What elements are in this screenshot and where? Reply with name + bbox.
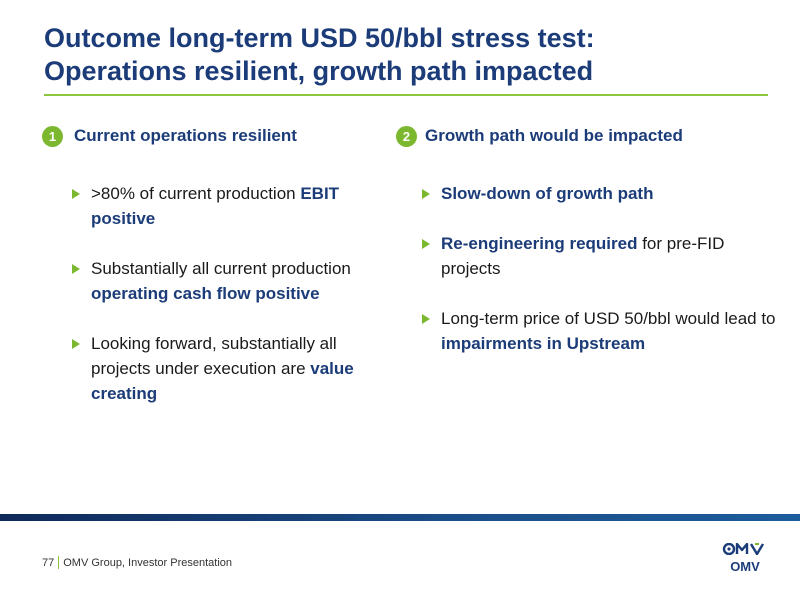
slide-title-line-1: Outcome long-term USD 50/bbl stress test… bbox=[44, 23, 595, 53]
title-divider bbox=[44, 94, 768, 96]
left-bullet-1: >80% of current production EBIT positive bbox=[72, 181, 372, 231]
footer-separator bbox=[58, 556, 60, 569]
left-column-heading: Current operations resilient bbox=[74, 126, 297, 145]
left-column: 1 Current operations resilient >80% of c… bbox=[42, 124, 372, 403]
slide-title-line-2: Operations resilient, growth path impact… bbox=[44, 56, 594, 86]
page-number: 77 bbox=[42, 556, 55, 569]
footer-label: OMV Group, Investor Presentation bbox=[63, 556, 232, 569]
right-column: 2 Growth path would be impacted Slow-dow… bbox=[396, 124, 786, 353]
left-bullet-2: Substantially all current production ope… bbox=[72, 256, 372, 306]
slide-title: Outcome long-term USD 50/bbl stress test… bbox=[44, 22, 784, 88]
right-bullet-3: Long-term price of USD 50/bbl would lead… bbox=[422, 306, 786, 356]
number-badge-2: 2 bbox=[396, 125, 417, 147]
left-bullet-list: >80% of current production EBIT positive… bbox=[72, 181, 372, 431]
right-bullet-1: Slow-down of growth path bbox=[422, 181, 786, 206]
bullet-arrow-icon bbox=[422, 189, 430, 199]
left-bullet-3: Looking forward, substantially all proje… bbox=[72, 331, 372, 406]
omv-logo: OMV bbox=[722, 543, 768, 573]
right-column-header: 2 Growth path would be impacted bbox=[396, 124, 786, 148]
omv-logo-icon bbox=[722, 543, 765, 555]
bullet-arrow-icon bbox=[422, 314, 430, 324]
right-bullet-2: Re-engineering required for pre-FID proj… bbox=[422, 231, 786, 281]
right-column-heading: Growth path would be impacted bbox=[425, 126, 683, 145]
bullet-arrow-icon bbox=[72, 189, 80, 199]
footer: 77 OMV Group, Investor Presentation bbox=[42, 556, 232, 569]
left-column-header: 1 Current operations resilient bbox=[42, 124, 372, 148]
bullet-arrow-icon bbox=[72, 264, 80, 274]
bullet-arrow-icon bbox=[72, 339, 80, 349]
footer-band bbox=[0, 514, 800, 521]
right-bullet-list: Slow-down of growth path Re-engineering … bbox=[422, 181, 786, 381]
number-badge-1: 1 bbox=[42, 125, 63, 147]
bullet-arrow-icon bbox=[422, 239, 430, 249]
svg-text:OMV: OMV bbox=[730, 559, 760, 573]
omv-logo-wordmark: OMV bbox=[730, 559, 760, 573]
